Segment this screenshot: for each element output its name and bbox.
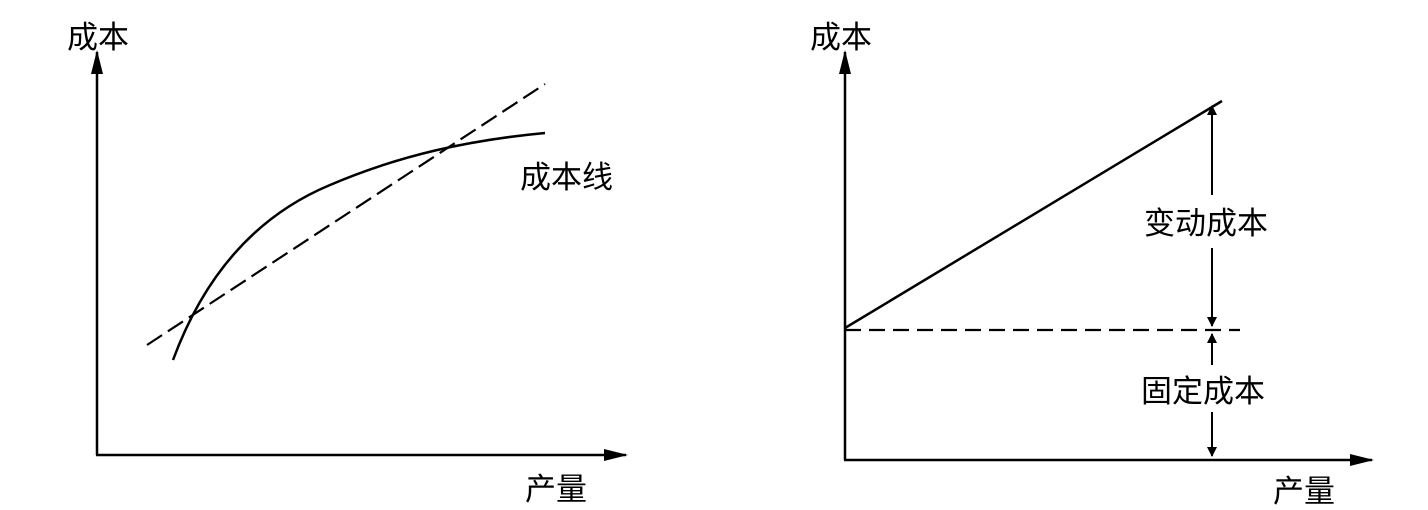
linear-cost-dashed-line — [146, 83, 546, 346]
cost-curve — [171, 131, 546, 361]
left-diagram: 成本 产量 成本线 — [67, 20, 628, 508]
right-y-axis-label: 成本 — [810, 20, 872, 56]
left-x-axis-label: 产量 — [525, 472, 587, 508]
variable-cost-label: 变动成本 — [1144, 206, 1268, 242]
left-y-axis-label: 成本 — [67, 20, 129, 56]
fixed-cost-label: 固定成本 — [1141, 374, 1265, 410]
right-x-axis-label: 产量 — [1273, 474, 1335, 510]
total-cost-line — [844, 99, 1223, 330]
right-diagram: 成本 产量 变动成本 固定成本 — [810, 20, 1374, 510]
cost-curve-label: 成本线 — [520, 160, 613, 196]
